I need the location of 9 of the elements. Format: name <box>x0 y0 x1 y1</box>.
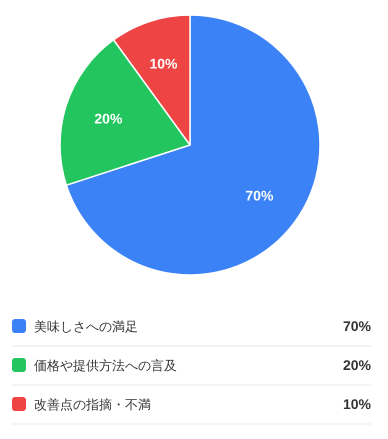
data-label: 10% <box>149 55 178 72</box>
text: 10% <box>342 396 371 412</box>
data-label: 20% <box>94 110 123 126</box>
legend-label: 美味しさへの満足 <box>34 319 138 334</box>
legend-label: 価格や提供方法への言及 <box>34 358 177 373</box>
data-label: 70% <box>245 187 274 204</box>
text: 70% <box>342 318 371 334</box>
legend-label: 改善点の指摘・不満 <box>34 397 151 412</box>
text: 20% <box>342 357 371 373</box>
